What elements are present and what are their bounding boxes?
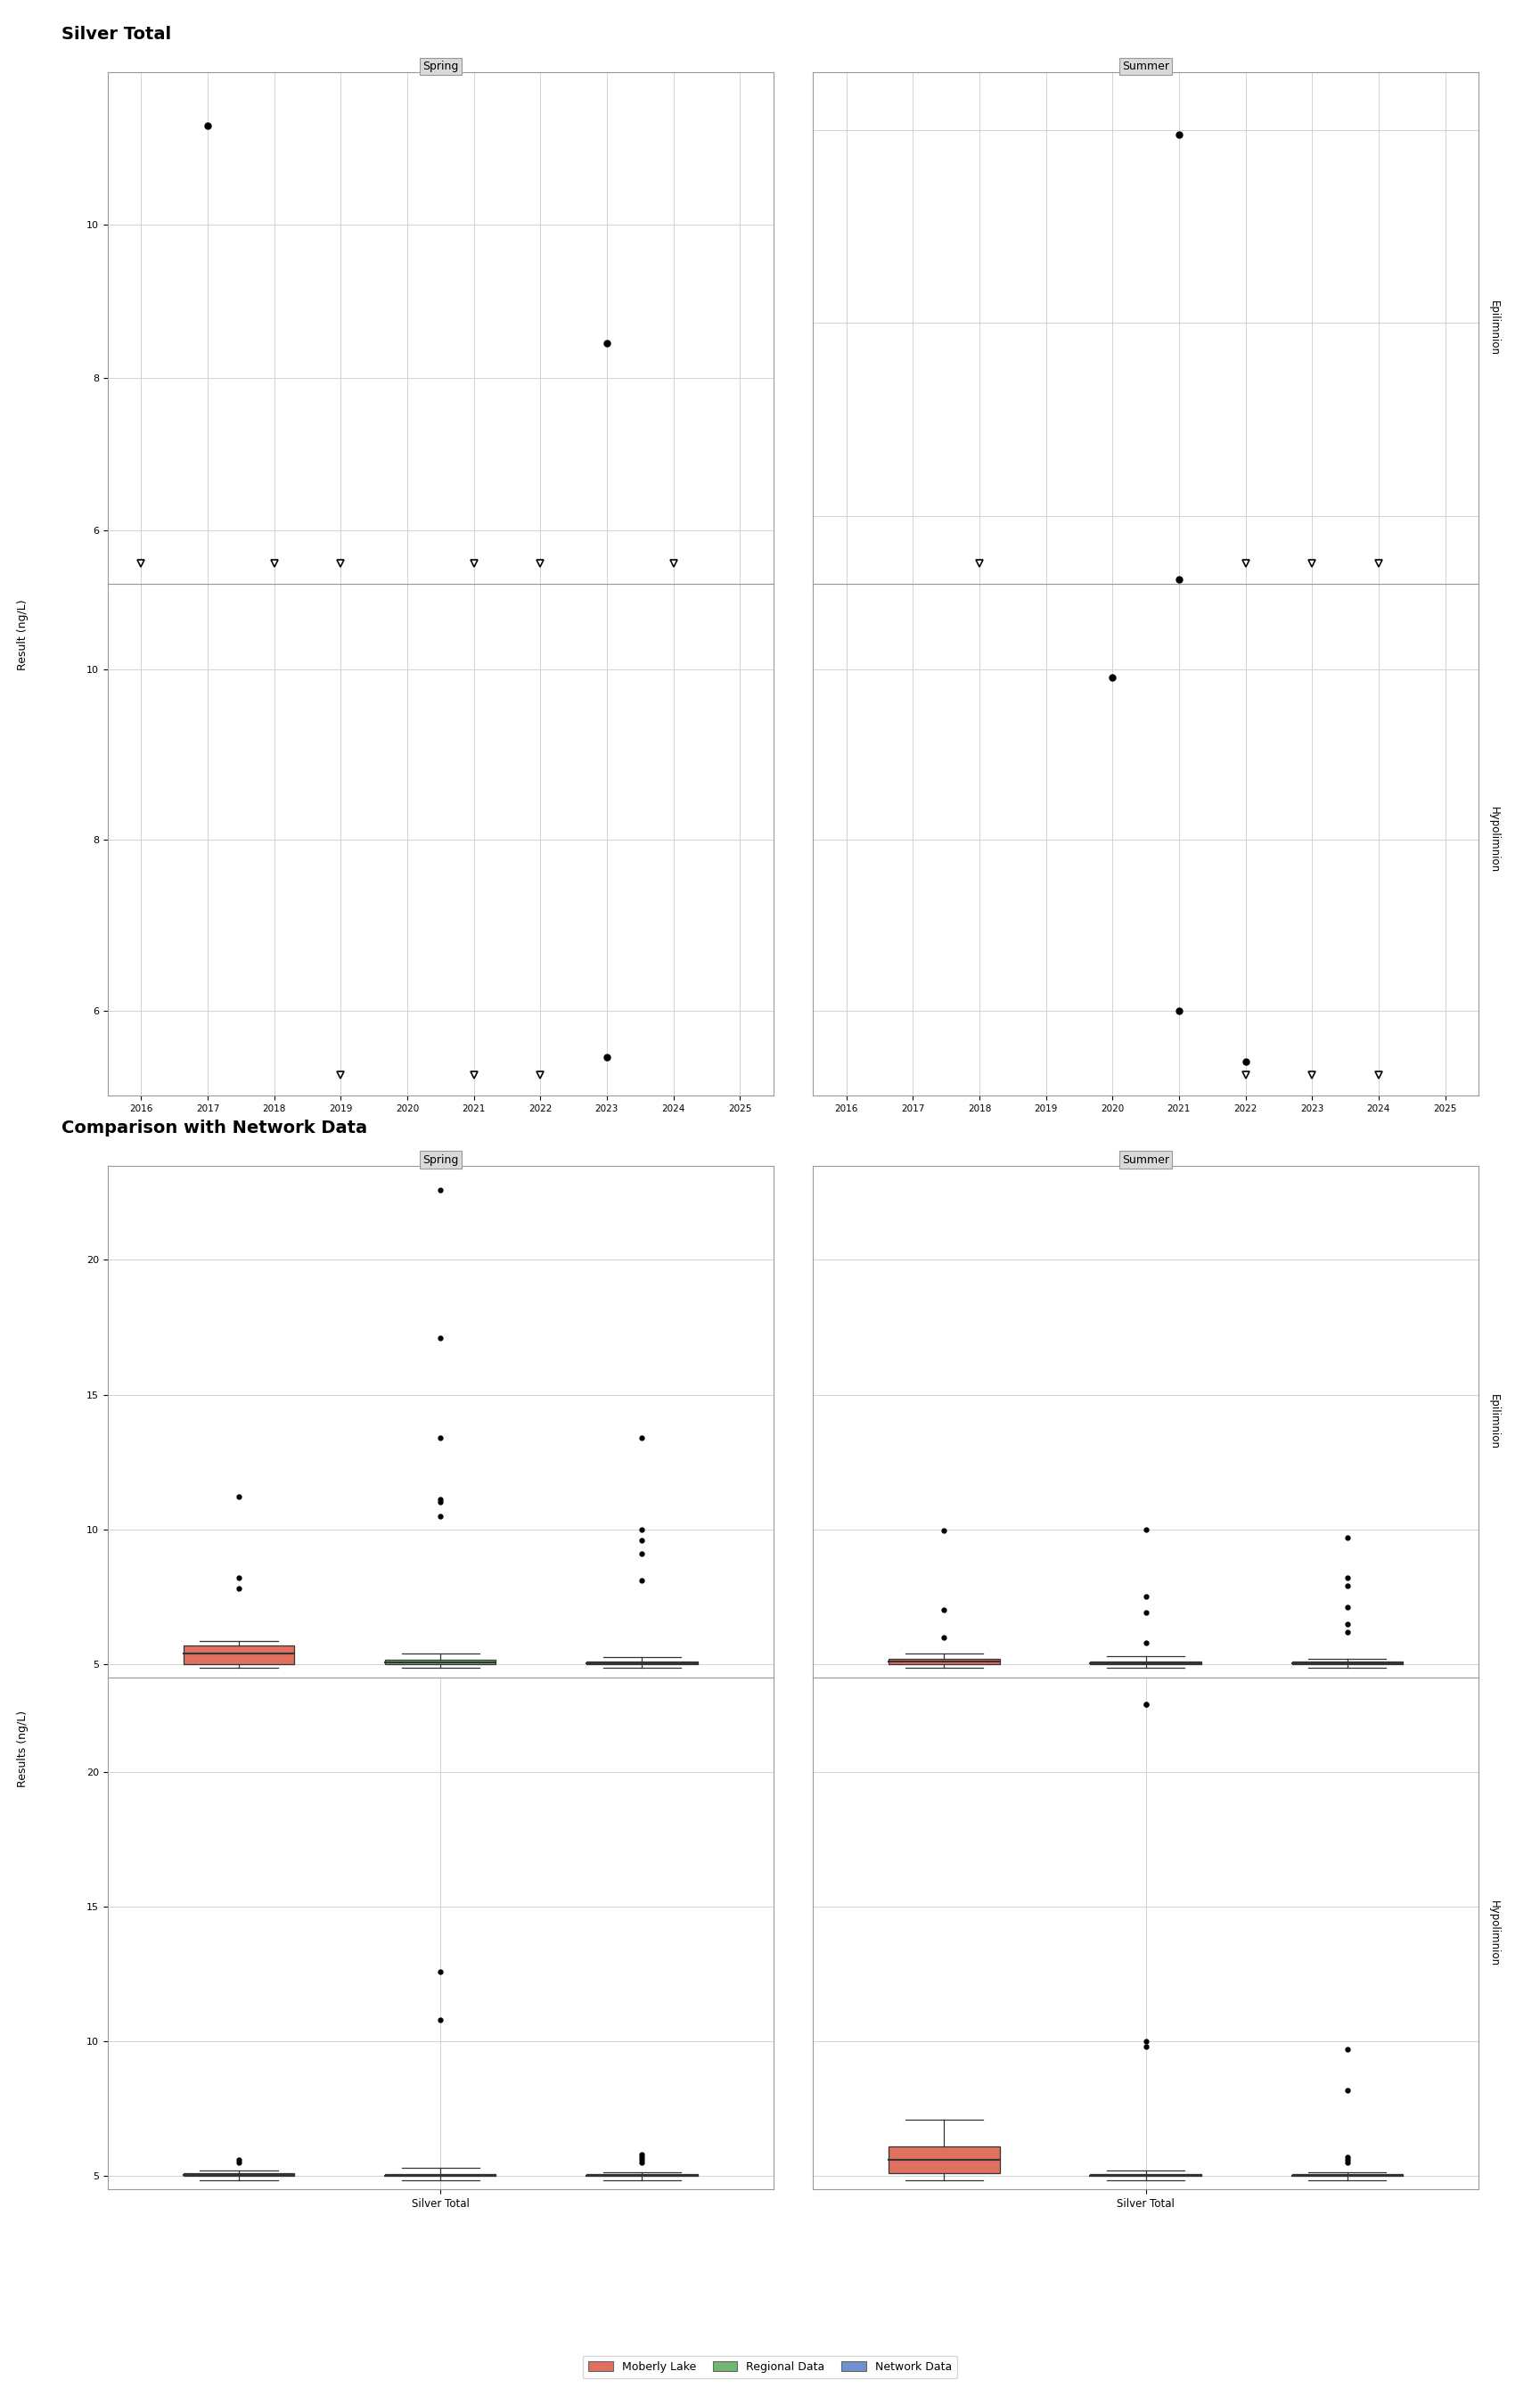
Bar [183, 2173, 294, 2176]
Y-axis label: Epilimnion: Epilimnion [1488, 300, 1500, 355]
Text: Comparison with Network Data: Comparison with Network Data [62, 1119, 368, 1136]
Title: Spring: Spring [422, 60, 459, 72]
Title: Spring: Spring [422, 1155, 459, 1164]
Text: Silver Total: Silver Total [62, 26, 171, 43]
Bar [889, 1658, 999, 1665]
Y-axis label: Epilimnion: Epilimnion [1488, 1394, 1500, 1450]
Text: Result (ng/L): Result (ng/L) [17, 599, 29, 671]
Bar [889, 2147, 999, 2173]
Y-axis label: Hypolimnion: Hypolimnion [1488, 807, 1500, 872]
Legend: Moberly Lake, Regional Data, Network Data: Moberly Lake, Regional Data, Network Dat… [582, 2355, 958, 2379]
Title: Summer: Summer [1123, 1155, 1169, 1164]
Bar [1090, 1660, 1201, 1665]
Y-axis label: Hypolimnion: Hypolimnion [1488, 1900, 1500, 1967]
Text: Results (ng/L): Results (ng/L) [17, 1711, 29, 1787]
Bar [385, 1660, 496, 1665]
Bar [183, 1646, 294, 1665]
Title: Summer: Summer [1123, 60, 1169, 72]
